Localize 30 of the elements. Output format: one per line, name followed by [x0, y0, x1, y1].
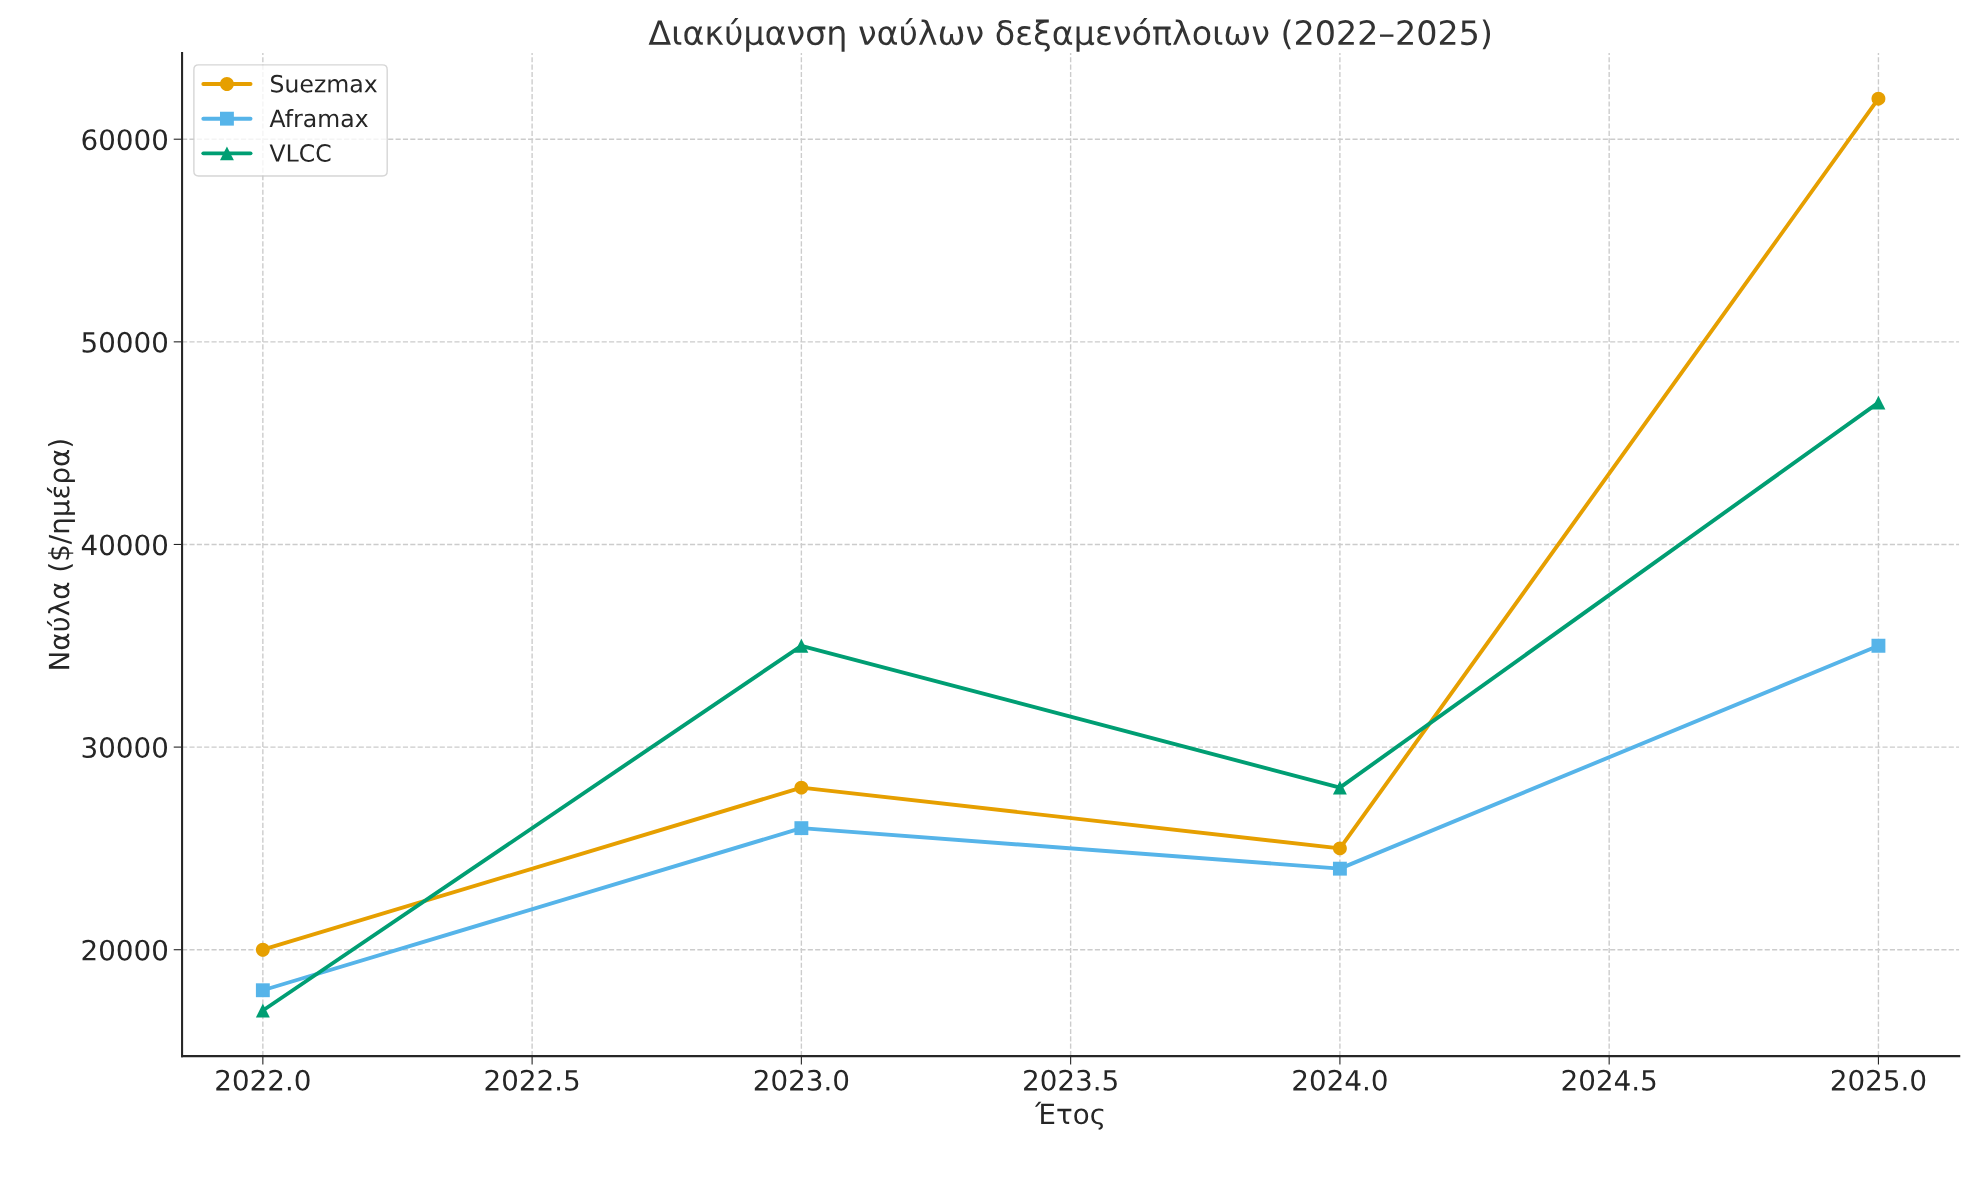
point — [794, 780, 809, 795]
legend-label: VLCC — [269, 144, 331, 162]
y-tick-label: 60000 — [82, 129, 168, 151]
point — [1332, 841, 1347, 856]
point — [794, 638, 809, 653]
point — [1871, 395, 1886, 410]
x-tick-label: 2022.5 — [485, 1069, 579, 1091]
point — [1871, 638, 1886, 653]
legend-label: Suezmax — [270, 74, 377, 93]
x-axis-title: Έτος — [1034, 1101, 1104, 1130]
point — [1332, 861, 1347, 876]
x-tick-label: 2024.0 — [1293, 1069, 1387, 1091]
x-tick-label: 2024.5 — [1562, 1069, 1656, 1091]
x-tick-label: 2025.0 — [1831, 1069, 1926, 1091]
y-tick-label: 30000 — [82, 737, 168, 759]
point — [1871, 91, 1886, 106]
legend-label: Aframax — [269, 109, 368, 128]
x-tick-label: 2023.5 — [1024, 1069, 1117, 1091]
chart-title: Διακύμανση ναύλων δεξαμενόπλοιων (2022–2025) — [648, 18, 1491, 52]
y-tick-label: 20000 — [82, 939, 168, 961]
y-axis-title: Ναύλα ($/ημέρα) — [46, 440, 75, 669]
y-tick-label: 50000 — [82, 331, 168, 353]
point — [255, 942, 270, 957]
x-tick-label: 2023.0 — [754, 1069, 849, 1091]
x-tick-label: 2022.0 — [216, 1069, 310, 1091]
point — [255, 1003, 270, 1018]
point — [255, 983, 270, 998]
point — [1332, 780, 1347, 795]
point — [794, 821, 809, 836]
y-tick-label: 40000 — [81, 534, 168, 556]
